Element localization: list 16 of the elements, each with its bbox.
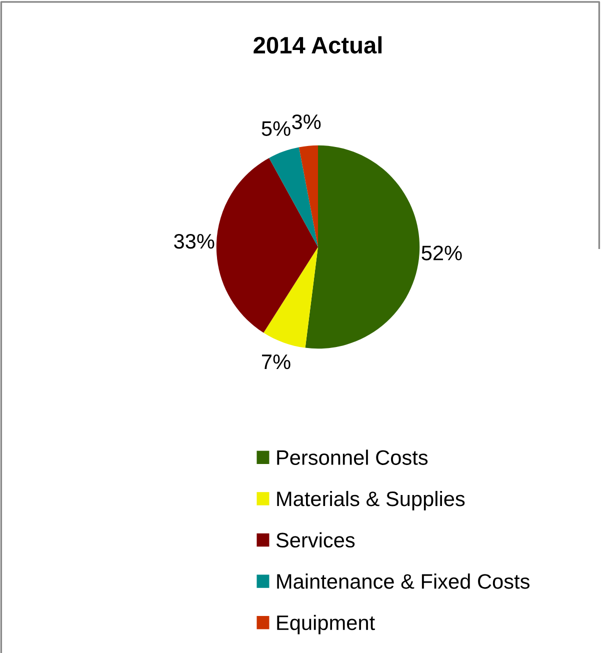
pie-slice — [305, 145, 420, 349]
pie-slice — [216, 158, 318, 333]
legend-label: Personnel Costs — [277, 450, 428, 465]
data-label: 3% — [292, 114, 321, 130]
legend-label: Services — [276, 532, 355, 548]
legend-label: Materials & Supplies — [277, 490, 465, 510]
legend-label: Equipment — [277, 614, 375, 634]
chart-title: 2014 Actual — [254, 36, 382, 54]
pie-slice — [298, 145, 318, 247]
data-label: 5% — [262, 121, 290, 136]
data-label: 52% — [422, 246, 462, 260]
pie-slice — [269, 147, 318, 247]
pie-slice — [264, 247, 318, 348]
legend-label: Maintenance & Fixed Costs — [277, 574, 530, 589]
data-label: 7% — [262, 354, 290, 370]
data-label: 33% — [174, 234, 214, 249]
